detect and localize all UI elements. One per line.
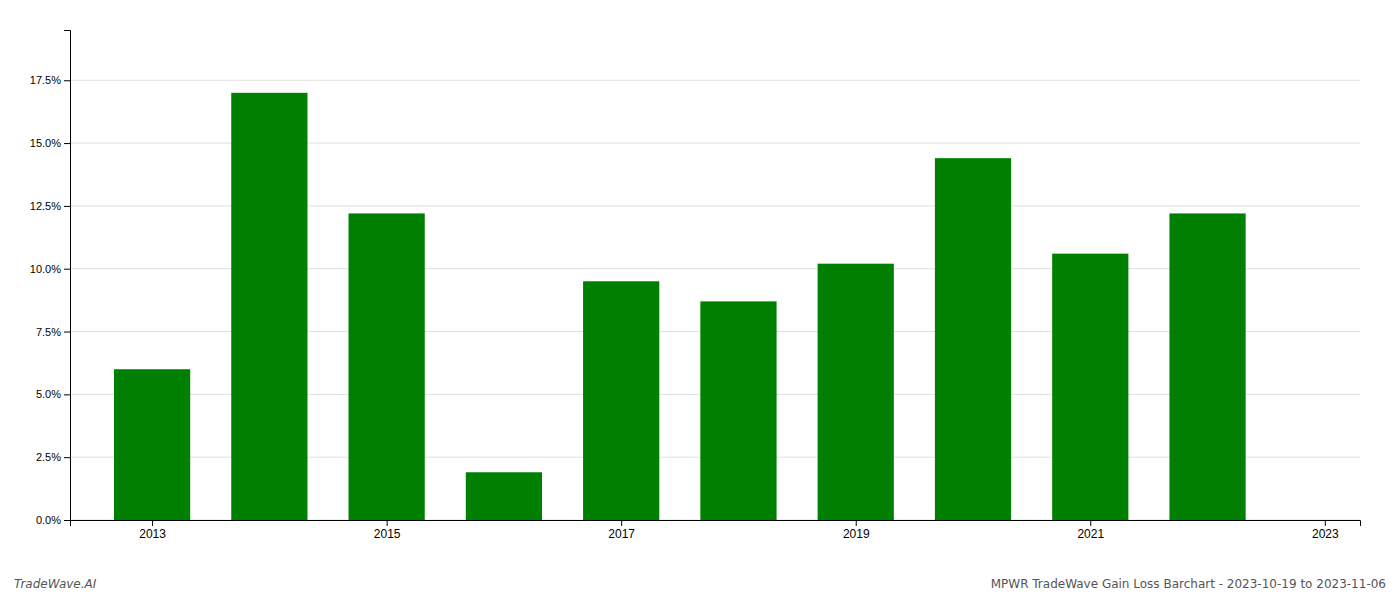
x-tick-label: 2013 (139, 527, 166, 541)
y-tick-mark (64, 143, 70, 144)
x-tick-mark (1090, 520, 1091, 526)
y-tick-mark (64, 80, 70, 81)
grid-line (70, 80, 1360, 81)
y-tick-label: 5.0% (36, 388, 61, 400)
y-tick: 0.0% (36, 514, 70, 526)
plot: 2013 2015 2017 2019 2021 2023 0.0% 2.5% 5.0% 7.5%… (30, 31, 1361, 541)
annotation: MPWR TradeWave Gain Loss Barchart - 2023… (991, 577, 1386, 591)
y-tick-mark (64, 394, 70, 395)
x-tick-label: 2021 (1077, 527, 1104, 541)
x-tick-mark (621, 520, 622, 526)
x-tick-label: 2017 (608, 527, 635, 541)
x-tick-label: 2015 (374, 527, 401, 541)
bar (349, 213, 425, 520)
x-tick-mark (152, 520, 153, 526)
y-tick-label: 7.5% (36, 326, 61, 338)
y-axis-line (64, 31, 71, 521)
x-tick-label: 2019 (843, 527, 870, 541)
bar (583, 281, 659, 520)
y-tick: 12.5% (30, 200, 70, 212)
y-tick-label: 17.5% (30, 74, 61, 86)
y-tick-mark (64, 457, 70, 458)
x-tick-mark (1325, 520, 1326, 526)
bar (466, 472, 542, 520)
y-axis: 0.0% 2.5% 5.0% 7.5% 10.0% 12.5% 15.0% 17.5% (30, 31, 71, 527)
x-tick: 2017 (608, 520, 635, 541)
y-tick-mark (64, 269, 70, 270)
y-tick: 5.0% (36, 388, 70, 400)
x-tick-mark (856, 520, 857, 526)
bar (700, 301, 776, 520)
y-tick-label: 10.0% (30, 263, 61, 275)
annotation: TradeWave.AI (14, 577, 97, 591)
grid (70, 80, 1360, 520)
y-tick-label: 12.5% (30, 200, 61, 212)
y-tick: 7.5% (36, 326, 70, 338)
x-tick: 2013 (139, 520, 166, 541)
y-tick: 10.0% (30, 263, 70, 275)
x-axis-line (71, 521, 1361, 527)
chart: 2013 2015 2017 2019 2021 2023 0.0% 2.5% 5.0% 7.5%… (0, 0, 1400, 600)
bar (1169, 213, 1245, 520)
bar (114, 369, 190, 520)
x-axis: 2013 2015 2017 2019 2021 2023 (71, 520, 1361, 541)
x-tick-mark (387, 520, 388, 526)
marks (114, 93, 1246, 520)
y-tick-mark (64, 332, 70, 333)
x-tick: 2021 (1077, 520, 1104, 541)
y-tick-label: 2.5% (36, 451, 61, 463)
x-tick: 2015 (374, 520, 401, 541)
x-tick: 2023 (1312, 520, 1339, 541)
x-tick-label: 2023 (1312, 527, 1339, 541)
y-tick: 15.0% (30, 137, 70, 149)
y-tick-mark (64, 206, 70, 207)
x-tick: 2019 (843, 520, 870, 541)
bar (818, 264, 894, 520)
y-tick-mark (64, 520, 70, 521)
annotations: TradeWave.AI MPWR TradeWave Gain Loss Bar… (14, 577, 1386, 591)
y-tick-label: 15.0% (30, 137, 61, 149)
y-tick: 2.5% (36, 451, 70, 463)
bar (1052, 254, 1128, 520)
y-tick: 17.5% (30, 74, 70, 86)
y-tick-label: 0.0% (36, 514, 61, 526)
bar (935, 158, 1011, 520)
bar (231, 93, 307, 520)
